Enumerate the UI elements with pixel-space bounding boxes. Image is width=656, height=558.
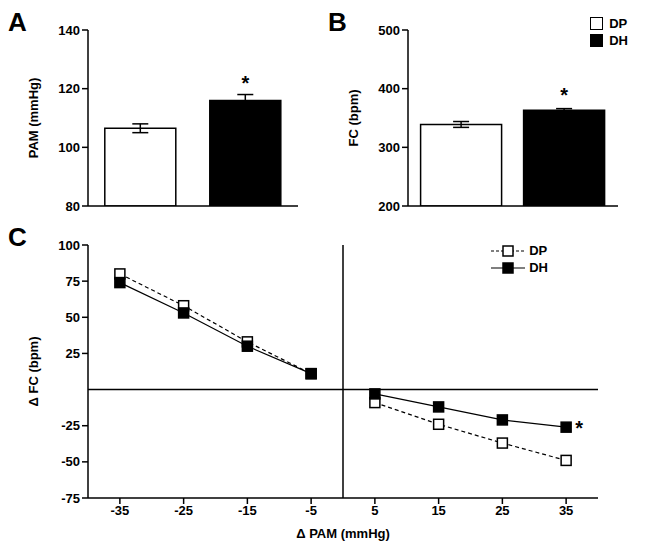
svg-text:Δ FC (bpm): Δ FC (bpm): [26, 337, 41, 407]
svg-text:80: 80: [66, 199, 80, 214]
html-text:DH: DH: [529, 260, 548, 275]
html-text:DP: DP: [609, 16, 628, 31]
svg-text:35: 35: [559, 503, 573, 518]
svg-text:5: 5: [371, 503, 378, 518]
svg-text:400: 400: [378, 81, 400, 96]
svg-text:500: 500: [378, 23, 400, 38]
svg-text:-50: -50: [61, 454, 80, 469]
html-text:DP: DP: [529, 243, 548, 258]
html-text:C: C: [8, 222, 27, 252]
svg-text:15: 15: [431, 503, 445, 518]
svg-text:120: 120: [58, 81, 80, 96]
svg-text:200: 200: [378, 199, 400, 214]
svg-text:Δ PAM (mmHg): Δ PAM (mmHg): [296, 526, 390, 541]
html-text:DH: DH: [609, 33, 628, 48]
svg-text:25: 25: [66, 346, 80, 361]
svg-text:*: *: [241, 72, 249, 94]
svg-text:100: 100: [58, 238, 80, 253]
svg-text:100: 100: [58, 140, 80, 155]
svg-text:*: *: [575, 417, 583, 439]
html-text:A: A: [8, 7, 27, 37]
svg-text:-25: -25: [174, 503, 193, 518]
svg-text:140: 140: [58, 23, 80, 38]
svg-text:75: 75: [66, 274, 80, 289]
html-text:B: B: [328, 7, 347, 37]
svg-text:25: 25: [495, 503, 509, 518]
svg-text:FC (bpm): FC (bpm): [346, 89, 361, 146]
svg-text:-25: -25: [61, 418, 80, 433]
svg-text:300: 300: [378, 140, 400, 155]
svg-text:-35: -35: [110, 503, 129, 518]
svg-text:-15: -15: [238, 503, 257, 518]
svg-text:*: *: [560, 84, 568, 106]
svg-text:PAM (mmHg): PAM (mmHg): [26, 78, 41, 159]
svg-text:-5: -5: [305, 503, 317, 518]
svg-text:-75: -75: [61, 491, 80, 506]
svg-text:50: 50: [66, 310, 80, 325]
